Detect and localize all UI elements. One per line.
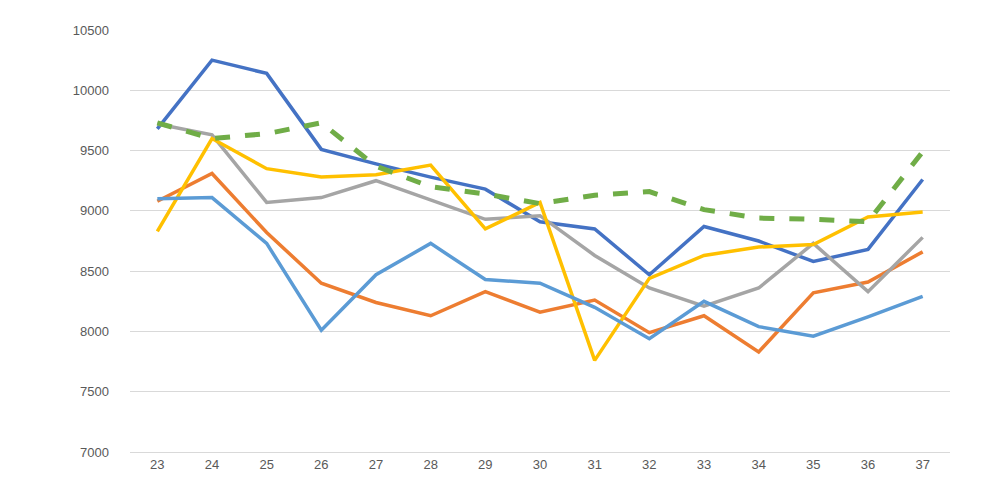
svg-text:34: 34 — [751, 457, 765, 472]
svg-text:26: 26 — [314, 457, 328, 472]
svg-text:10500: 10500 — [73, 23, 109, 38]
svg-text:7000: 7000 — [80, 445, 109, 460]
svg-text:9500: 9500 — [80, 143, 109, 158]
svg-text:27: 27 — [369, 457, 383, 472]
svg-text:24: 24 — [205, 457, 219, 472]
svg-text:25: 25 — [259, 457, 273, 472]
svg-text:36: 36 — [861, 457, 875, 472]
svg-text:28: 28 — [423, 457, 437, 472]
svg-text:29: 29 — [478, 457, 492, 472]
svg-text:23: 23 — [150, 457, 164, 472]
svg-text:7500: 7500 — [80, 384, 109, 399]
svg-text:35: 35 — [806, 457, 820, 472]
svg-text:30: 30 — [533, 457, 547, 472]
svg-text:32: 32 — [642, 457, 656, 472]
svg-text:37: 37 — [915, 457, 929, 472]
svg-text:9000: 9000 — [80, 203, 109, 218]
svg-text:8000: 8000 — [80, 324, 109, 339]
svg-text:8500: 8500 — [80, 264, 109, 279]
svg-text:33: 33 — [697, 457, 711, 472]
svg-text:10000: 10000 — [73, 83, 109, 98]
svg-text:31: 31 — [587, 457, 601, 472]
